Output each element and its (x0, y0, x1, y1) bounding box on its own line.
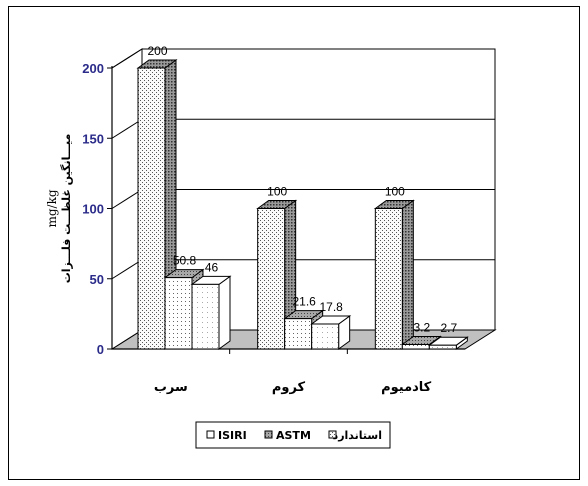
bar-side (218, 275, 231, 350)
bar-front (164, 277, 193, 350)
legend-label: ASTM (276, 429, 311, 442)
axis-text: 0 50 100 150 200 سرب کروم کادمیوم میـــانگین غلظ… (45, 61, 432, 395)
data-label: 100 (267, 185, 287, 199)
legend-swatch (206, 430, 215, 439)
bar-front (311, 323, 340, 350)
data-label: 200 (147, 44, 167, 58)
legend-swatch (264, 430, 273, 439)
y-tick-label: 0 (97, 342, 104, 357)
legend-box (195, 421, 391, 449)
bar-front (428, 344, 457, 350)
y-axis-label: میـــانگین غلظـــت فلـــزات (60, 134, 73, 284)
bar-front (257, 208, 286, 350)
bar-0-1 (256, 199, 298, 350)
bar-0-2 (373, 199, 415, 350)
legend-label: استاندارد (333, 429, 382, 442)
y-axis-unit: mg/kg (45, 189, 59, 227)
data-label: 50.8 (173, 254, 197, 268)
bar-front (137, 67, 166, 350)
category-label: سرب (154, 380, 188, 395)
data-label: 17.8 (319, 300, 343, 314)
bar-2-1 (310, 315, 352, 350)
bars (136, 59, 469, 350)
bar-front (284, 318, 313, 350)
data-labels: 200 50.8 46 100 21.6 17.8 100 3.2 2.7 (147, 44, 457, 335)
y-tick-label: 100 (82, 202, 104, 217)
bar-front (191, 283, 220, 350)
bar-front (401, 344, 430, 350)
legend: استاندارد ASTM ISIRI (195, 421, 391, 449)
category-label: کروم (272, 380, 306, 395)
bar-side (401, 199, 414, 350)
bar-front (374, 208, 403, 350)
gridline-diagonal (111, 48, 143, 69)
gridline-diagonal (111, 118, 143, 139)
data-label: 21.6 (292, 295, 316, 309)
category-label: کادمیوم (381, 380, 432, 395)
data-label: 3.2 (413, 321, 430, 335)
y-tick-label: 200 (82, 61, 104, 76)
data-label: 2.7 (440, 321, 457, 335)
gridline-diagonal (111, 189, 143, 209)
y-tick-label: 150 (82, 131, 104, 146)
legend-label: ISIRI (218, 429, 247, 442)
legend-swatch (328, 430, 337, 439)
bar-2-0 (190, 275, 232, 350)
data-label: 100 (385, 185, 405, 199)
bar-2-2 (427, 336, 469, 350)
y-tick-label: 50 (90, 272, 104, 287)
data-label: 46 (205, 260, 219, 274)
gridlines (111, 48, 495, 280)
gridline-diagonal (111, 259, 143, 280)
